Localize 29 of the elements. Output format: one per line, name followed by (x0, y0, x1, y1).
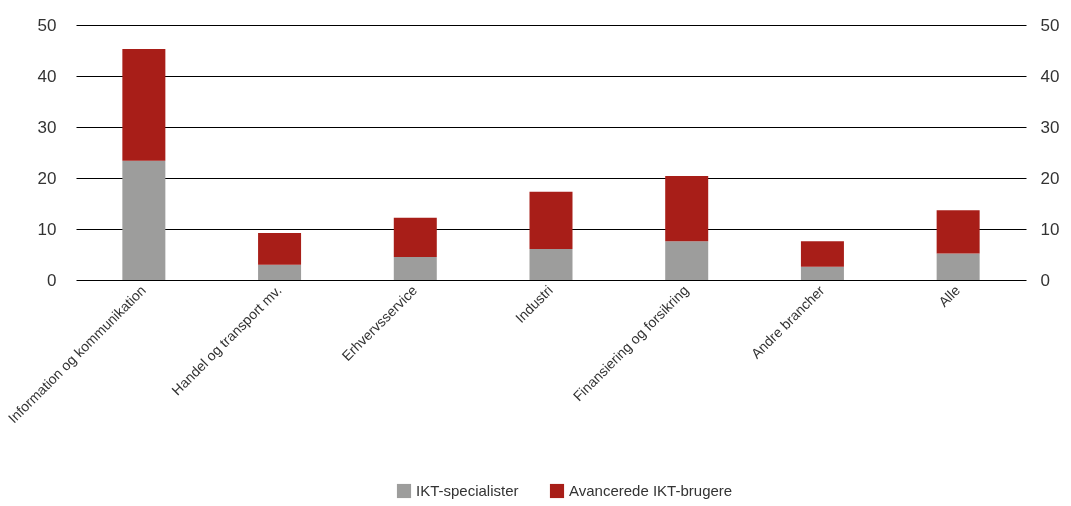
bar (393, 217, 437, 258)
bar (393, 257, 437, 280)
y2-tick-label: 0 (1040, 270, 1050, 290)
bar (665, 175, 709, 242)
y-tick-label: 0 (47, 270, 57, 290)
y-tick-label: 30 (37, 117, 57, 137)
y-tick-label: 50 (37, 15, 57, 35)
legend-label: IKT-specialister (416, 482, 519, 499)
bar (936, 210, 980, 254)
y-tick-label: 10 (37, 219, 57, 239)
y2-tick-label: 50 (1040, 15, 1060, 35)
bar (122, 160, 166, 280)
y2-tick-label: 40 (1040, 66, 1060, 86)
bar (122, 48, 166, 161)
bar (665, 241, 709, 280)
bar (800, 266, 844, 280)
legend-label: Avancerede IKT-brugere (569, 482, 733, 499)
y2-tick-label: 30 (1040, 117, 1060, 137)
bar (529, 248, 573, 280)
bar (258, 233, 302, 265)
bar (936, 253, 980, 280)
y-tick-label: 40 (37, 66, 57, 86)
bar (529, 191, 573, 249)
bar (800, 241, 844, 267)
y-tick-label: 20 (37, 168, 57, 188)
y2-tick-label: 20 (1040, 168, 1060, 188)
x-tick-label: Alle (935, 282, 964, 310)
bar (258, 264, 302, 280)
y2-tick-label: 10 (1040, 219, 1060, 239)
